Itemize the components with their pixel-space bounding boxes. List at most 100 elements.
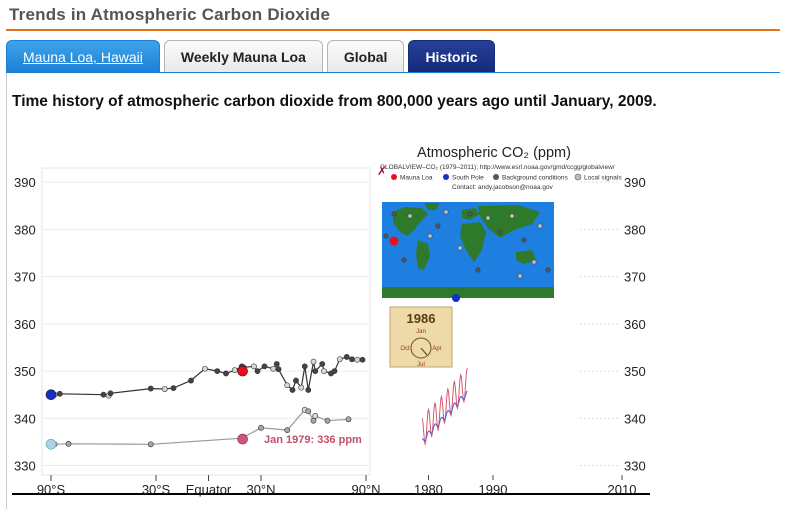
latitude-tick-label: 30°N [246, 482, 275, 497]
latitude-series-point [289, 387, 296, 393]
time-tick-label: 1990 [479, 482, 508, 497]
highlighted-point [237, 365, 248, 377]
tab-bar: Mauna Loa, Hawaii Weekly Mauna Loa Globa… [6, 40, 495, 73]
latitude-series-point [231, 367, 238, 374]
latitude-tick-label: 90°N [351, 482, 380, 497]
y-tick-label-right: 330 [624, 459, 646, 474]
page-title: Trends in Atmospheric Carbon Dioxide [9, 5, 331, 24]
chart-title: Atmospheric CO₂ (ppm) [417, 145, 571, 161]
clock-month-jul: Jul [417, 362, 425, 368]
y-tick-label-right: 390 [624, 175, 646, 190]
tab-weekly-mauna-loa[interactable]: Weekly Mauna Loa [163, 40, 323, 73]
y-tick-label-right: 360 [624, 317, 646, 332]
latitude-series-point [270, 365, 277, 372]
y-tick-label-left: 370 [14, 270, 36, 285]
latitude-series-point [100, 391, 107, 398]
latitude-series-point [284, 427, 291, 434]
latitude-series-point [275, 366, 282, 373]
map-station-marker [407, 213, 413, 219]
map-station-marker [509, 213, 515, 219]
latitude-series-point [312, 368, 319, 374]
time-tick-label: 1980 [414, 482, 443, 497]
map-station-marker [467, 211, 473, 217]
map-station-marker [521, 237, 527, 243]
latitude-ticks: 90°S 30°S Equator 30°N 90°N [37, 475, 381, 497]
map-station-marker [475, 267, 481, 273]
legend-contact: Contact: andy.jacobson@noaa.gov [452, 184, 554, 191]
y-tick-label-left: 380 [14, 222, 36, 237]
latitude-series-point [170, 385, 177, 391]
y-tick-label-left: 330 [14, 459, 36, 474]
map-station-marker [497, 229, 503, 235]
legend-item-south-pole: South Pole [452, 175, 484, 182]
y-tick-label-left: 350 [14, 364, 36, 379]
clock-hand [420, 347, 428, 356]
map-station-marker [545, 267, 551, 273]
legend-source: GLOBALVIEW–CO₂ (1979–2011); http://www.e… [380, 164, 615, 171]
mauna-loa-1979-point [237, 433, 248, 445]
map-marker-south-pole [452, 294, 460, 302]
latitude-series-point [161, 386, 168, 392]
latitude-series-point [305, 387, 312, 393]
map-station-marker [485, 215, 491, 221]
latitude-plot-frame [41, 167, 371, 476]
latitude-series-point [310, 358, 317, 365]
map-station-marker [427, 233, 433, 239]
time-series-line [421, 368, 468, 446]
panel-border [6, 73, 7, 509]
latitude-series-point [336, 356, 343, 363]
latitude-series-point [147, 385, 154, 392]
latitude-series-point [56, 390, 63, 397]
map-station-marker [401, 257, 407, 263]
land-south-america [416, 240, 430, 270]
clock-panel [389, 306, 453, 368]
map-station-marker [435, 223, 441, 229]
latitude-series-point [343, 354, 350, 360]
latitude-series-point [258, 424, 264, 431]
legend-marker-local [574, 173, 582, 181]
y-tick-label-right: 350 [624, 364, 646, 379]
y-tick-label-right: 380 [624, 222, 646, 237]
legend-marker-background [493, 174, 499, 180]
y-tick-label-right: 340 [624, 411, 646, 426]
latitude-series-point [305, 408, 312, 415]
latitude-series-point [312, 413, 319, 419]
latitude-series-point [273, 361, 280, 367]
annotation-label: Jan 1979: 336 ppm [264, 434, 362, 446]
highlighted-point [45, 389, 57, 401]
time-series-line [421, 390, 468, 442]
land-asia [478, 205, 540, 238]
latitude-series-point [321, 368, 327, 374]
map-station-marker [537, 223, 543, 229]
page-description: Time history of atmospheric carbon dioxi… [12, 93, 657, 110]
map-station-marker [531, 259, 537, 265]
time-ticks: 1980 1990 2010 [414, 475, 636, 497]
clock-year: 1986 [407, 311, 436, 326]
legend: Mauna Loa South Pole Background conditio… [391, 173, 622, 191]
y-tick-label-left: 360 [14, 317, 36, 332]
land-north-america [392, 207, 428, 236]
latitude-series-point [331, 368, 338, 374]
title-divider [6, 29, 780, 31]
tabs-divider [6, 72, 780, 73]
tab-historic[interactable]: Historic [408, 40, 495, 73]
time-tick-label: 2010 [608, 482, 637, 497]
latitude-series-point [354, 356, 361, 363]
land-greenland [424, 203, 440, 210]
latitude-series-point [345, 416, 352, 423]
south-pole-1979-point [45, 438, 57, 450]
latitude-series-point [310, 417, 317, 424]
latitude-series-point [251, 363, 257, 370]
y-tick-label-left: 390 [14, 175, 36, 190]
clock-dial [410, 337, 432, 359]
tab-mauna-loa[interactable]: Mauna Loa, Hawaii [6, 40, 160, 73]
latitude-tick-label: 30°S [142, 482, 171, 497]
map-station-marker [517, 273, 523, 279]
tab-global[interactable]: Global [326, 40, 405, 73]
latitude-series-point [214, 368, 221, 374]
legend-marker-mauna-loa [391, 174, 397, 180]
map-stations [383, 209, 551, 279]
legend-marker-south-pole [443, 174, 449, 180]
y-ticks-left: 390 380 370 360 350 340 330 [14, 175, 36, 473]
